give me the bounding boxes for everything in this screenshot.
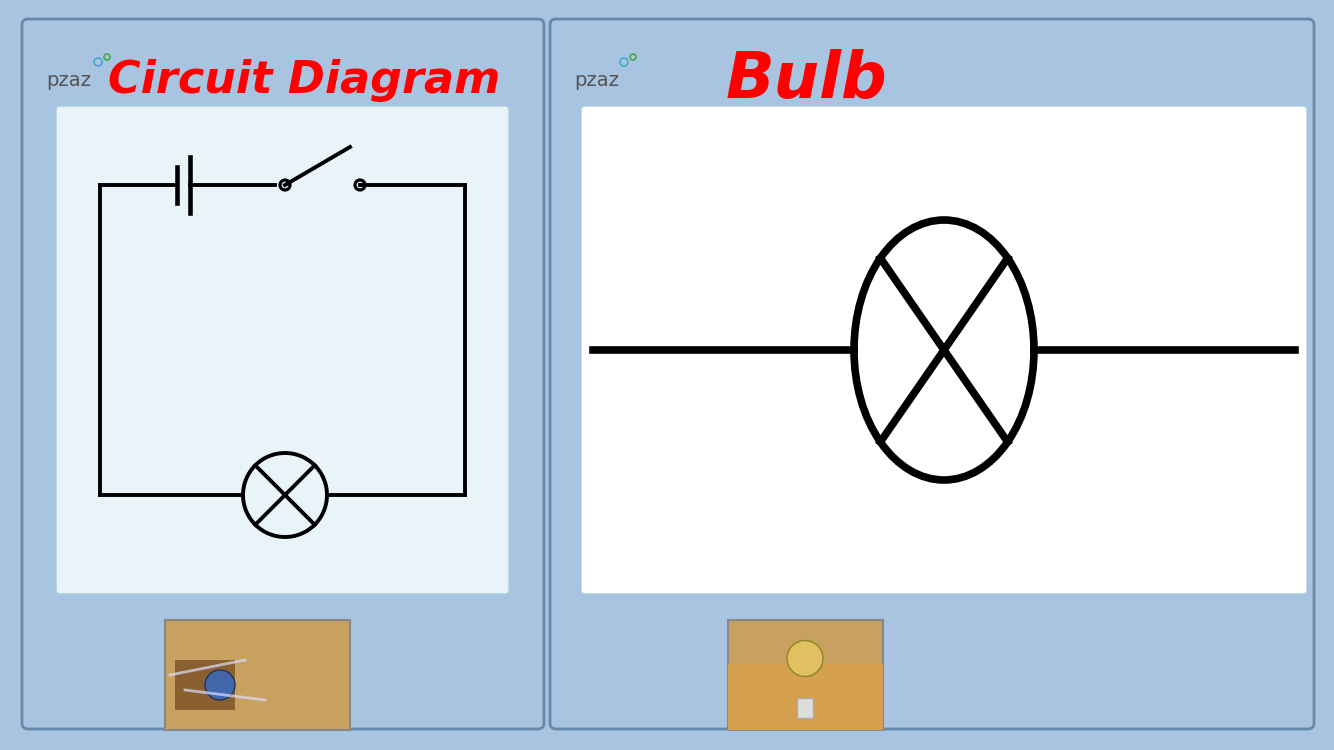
Circle shape xyxy=(205,670,235,700)
FancyBboxPatch shape xyxy=(550,19,1314,729)
Bar xyxy=(175,660,235,710)
Text: pzaz: pzaz xyxy=(45,70,91,89)
Bar xyxy=(796,698,812,718)
FancyBboxPatch shape xyxy=(21,19,544,729)
FancyBboxPatch shape xyxy=(582,106,1307,594)
FancyBboxPatch shape xyxy=(56,106,510,594)
Circle shape xyxy=(787,640,823,676)
Text: Bulb: Bulb xyxy=(726,49,887,111)
FancyBboxPatch shape xyxy=(728,620,883,730)
FancyBboxPatch shape xyxy=(165,620,350,730)
Bar xyxy=(728,664,883,730)
Text: Circuit Diagram: Circuit Diagram xyxy=(108,58,500,101)
Text: pzaz: pzaz xyxy=(574,70,619,89)
